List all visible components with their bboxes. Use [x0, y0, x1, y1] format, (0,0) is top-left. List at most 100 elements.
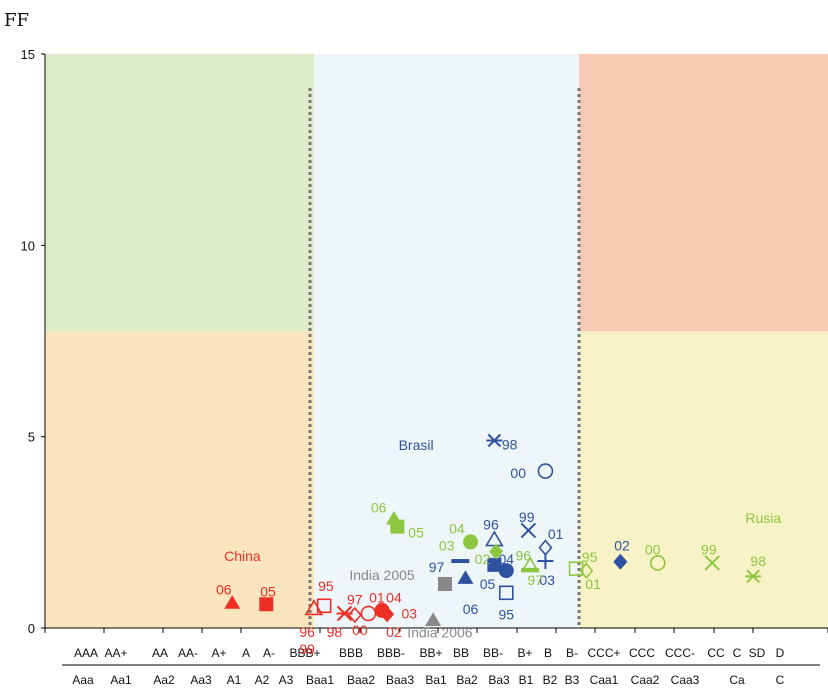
x-category-moodys: Ba2	[456, 673, 478, 687]
country-label: Brasil	[399, 437, 434, 453]
zone-red	[579, 54, 828, 332]
x-category-moodys: Ca	[729, 673, 745, 687]
zone-backgrounds	[45, 54, 828, 628]
data-point	[537, 463, 554, 479]
zone-yellow	[579, 331, 828, 628]
x-category-sp: BB	[453, 646, 469, 660]
data-label: 99	[519, 509, 535, 525]
data-label: 03	[401, 605, 417, 621]
data-point	[486, 433, 503, 448]
data-label: 02	[475, 551, 491, 567]
data-point	[304, 599, 324, 616]
data-label: 04	[499, 551, 515, 567]
country-label: Rusia	[745, 510, 781, 526]
x-category-sp: A+	[211, 646, 226, 660]
x-category-sp: BBB	[339, 646, 363, 660]
data-point	[463, 534, 479, 550]
x-category-moodys: A1	[227, 673, 242, 687]
data-label: 98	[327, 624, 343, 640]
x-category-sp: BB-	[483, 646, 503, 660]
data-point	[336, 605, 353, 622]
data-label: 05	[408, 524, 424, 540]
data-point	[438, 576, 453, 591]
x-category-sp: A-	[263, 646, 275, 660]
data-point	[457, 570, 474, 584]
country-label: India 2005	[349, 567, 415, 583]
x-category-moodys: B1	[519, 673, 534, 687]
x-category-sp: AA	[152, 646, 168, 660]
x-category-moodys: Caa1	[590, 673, 619, 687]
data-label: 05	[260, 584, 276, 600]
data-marks	[224, 433, 762, 626]
data-label: 03	[539, 572, 555, 588]
x-category-moodys: Ba1	[425, 673, 447, 687]
x-category-moodys: Aa1	[110, 673, 132, 687]
y-tick-label: 15	[21, 47, 35, 62]
x-category-sp: BB+	[419, 646, 442, 660]
x-category-sp: CCC+	[587, 646, 620, 660]
x-category-sp: C	[733, 646, 742, 660]
data-label: 97	[347, 591, 363, 607]
data-label: 01	[585, 576, 601, 592]
data-label: 95	[499, 607, 515, 623]
data-label: 00	[352, 622, 368, 638]
data-point	[498, 563, 514, 579]
x-category-moodys: Baa3	[386, 673, 414, 687]
x-category-moodys: Caa2	[631, 673, 660, 687]
data-label: 06	[216, 582, 232, 598]
y-axis-label: FF	[4, 10, 29, 31]
data-point	[425, 612, 442, 626]
data-point	[487, 557, 502, 572]
x-category-moodys: Aaa	[72, 673, 94, 687]
data-label: 98	[750, 553, 766, 569]
data-point	[704, 555, 720, 571]
x-category-sp: B+	[517, 646, 532, 660]
data-label: 01	[369, 589, 385, 605]
y-tick-label: 10	[21, 238, 35, 253]
x-category-moodys: A2	[255, 673, 270, 687]
country-label: India 2006	[407, 625, 473, 641]
x-category-sp: BBB-	[377, 646, 405, 660]
data-label: 03	[439, 538, 455, 554]
data-label: 06	[463, 601, 479, 617]
data-label: 00	[645, 542, 661, 558]
x-category-moodys: Aa2	[153, 673, 175, 687]
data-label: 05	[480, 576, 496, 592]
data-label: 98	[502, 436, 518, 452]
data-point	[380, 606, 395, 623]
zone-blue	[314, 54, 579, 628]
x-category-sp: BBB+	[289, 646, 320, 660]
data-point	[537, 553, 554, 570]
x-category-sp: A	[242, 646, 250, 660]
x-category-moodys: A3	[279, 673, 294, 687]
data-label: 96	[516, 547, 532, 563]
data-label: 97	[527, 572, 543, 588]
x-category-moodys: Baa1	[306, 673, 334, 687]
x-category-sp: AA+	[104, 646, 127, 660]
x-category-moodys: Baa2	[347, 673, 375, 687]
data-label: 96	[483, 517, 499, 533]
x-category-sp: D	[776, 646, 785, 660]
x-category-moodys: Caa3	[671, 673, 700, 687]
data-point	[498, 585, 514, 601]
data-point	[347, 606, 362, 624]
data-point	[451, 559, 470, 564]
data-label: 02	[614, 538, 630, 554]
x-category-moodys: B3	[565, 673, 580, 687]
data-label: 01	[548, 526, 564, 542]
zone-green	[45, 54, 314, 332]
x-category-moodys: Ba3	[488, 673, 510, 687]
country-label: China	[224, 548, 261, 564]
zone-orange	[45, 331, 314, 628]
data-point	[613, 553, 628, 570]
data-point	[649, 555, 666, 571]
data-point	[259, 597, 274, 612]
data-label: 97	[429, 559, 445, 575]
data-point	[520, 522, 537, 539]
x-category-moodys: C	[776, 673, 785, 687]
data-point	[579, 562, 594, 579]
x-category-sp: AAA	[74, 646, 98, 660]
y-tick-label: 5	[28, 430, 35, 445]
